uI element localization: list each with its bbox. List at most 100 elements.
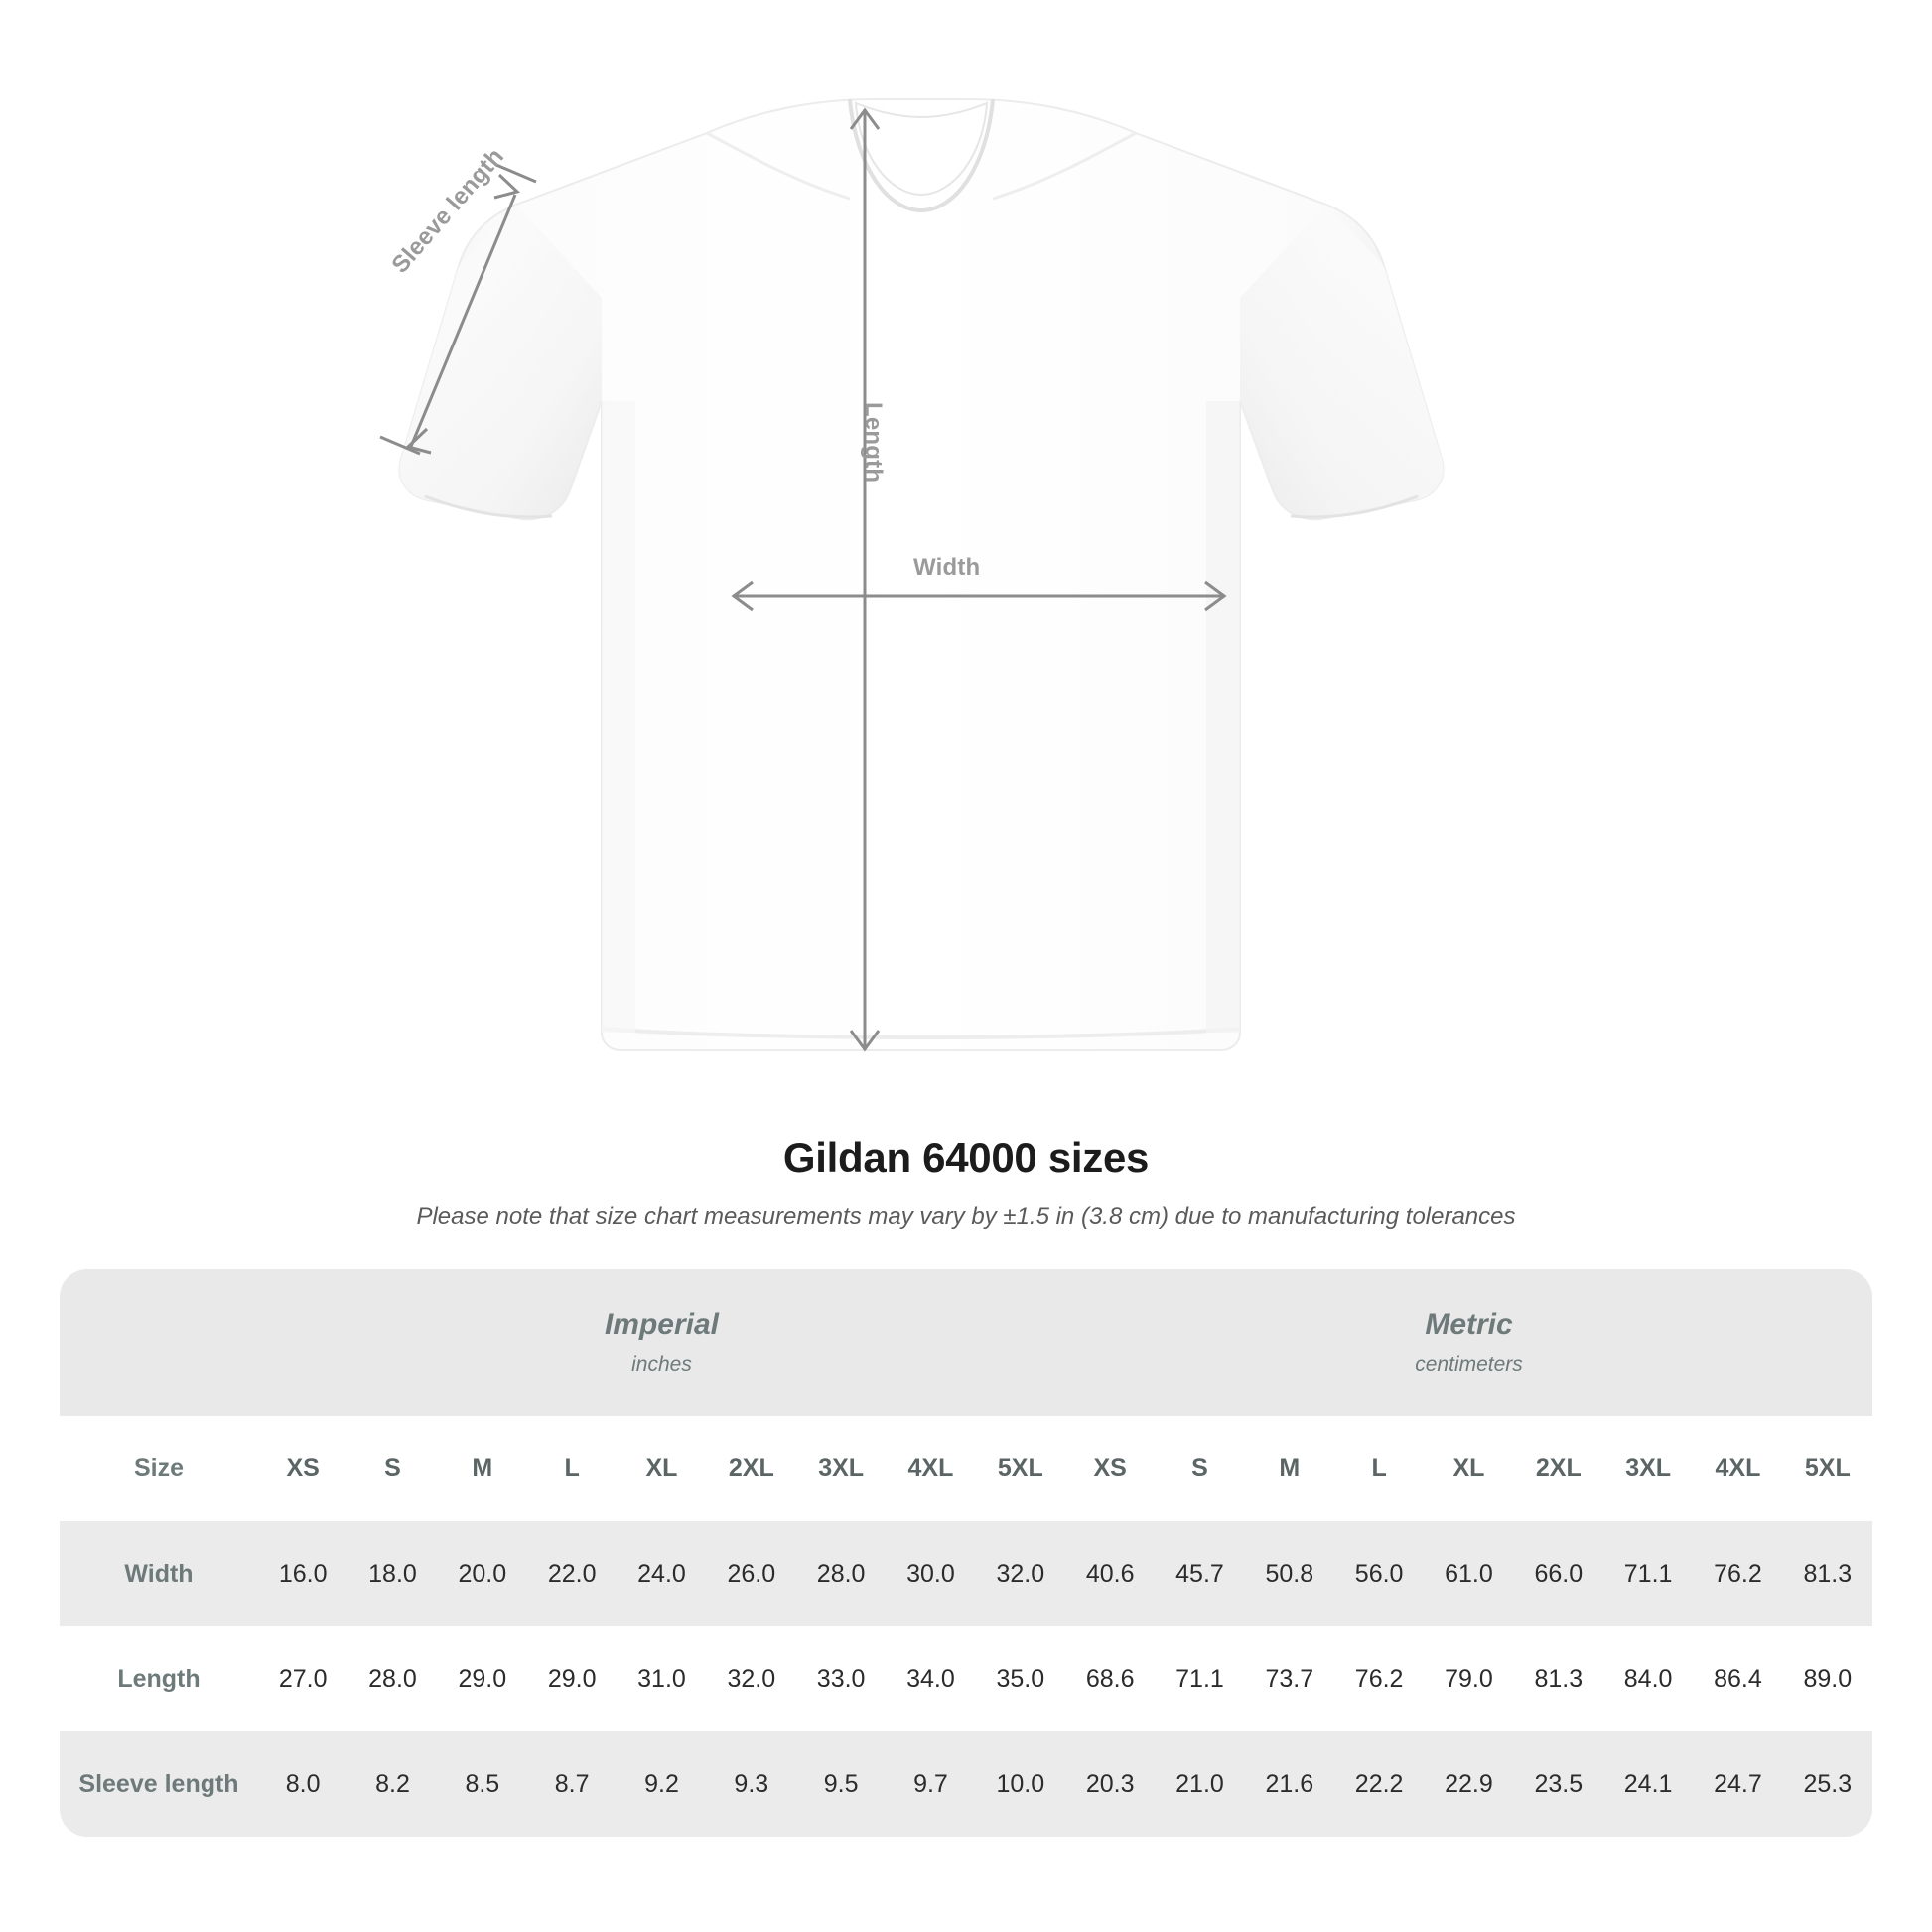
length-label: Length [860,402,887,483]
table-cell: 9.5 [823,1769,859,1798]
column-header-size: XS [286,1453,320,1482]
unit-group-metric: Metric centimeters [1065,1269,1872,1416]
table-cell: 21.6 [1265,1769,1314,1798]
column-header-size: 4XL [1715,1453,1761,1482]
table-cell: 71.1 [1175,1664,1224,1693]
table-cell: 32.0 [727,1664,776,1693]
table-cell: 9.7 [913,1769,948,1798]
table-cell: 24.1 [1623,1769,1673,1798]
table-cell: 8.2 [375,1769,410,1798]
table-cell: 79.0 [1445,1664,1493,1693]
column-header-size: M [472,1453,493,1482]
table-cell: 50.8 [1265,1559,1314,1587]
table-cell: 22.9 [1445,1769,1493,1798]
column-header-size: 4XL [907,1453,954,1482]
table-cell: 21.0 [1175,1769,1224,1798]
table-cell: 26.0 [727,1559,776,1587]
table-cell: 28.0 [816,1559,866,1587]
column-header-size: L [564,1453,580,1482]
width-label: Width [913,554,981,581]
table-cell: 30.0 [906,1559,955,1587]
column-header-size: 3XL [818,1453,865,1482]
table-cell: 22.0 [547,1559,597,1587]
size-chart-table: Imperial inches Metric centimeters Size XS S M L… [60,1269,1872,1837]
size-chart-table-wrapper: Imperial inches Metric centimeters Size XS S M L… [60,1269,1872,1837]
table-cell: 22.2 [1354,1769,1404,1798]
table-cell: 24.7 [1714,1769,1762,1798]
table-cell: 8.0 [285,1769,321,1798]
unit-band-spacer [60,1269,258,1416]
table-cell: 31.0 [637,1664,686,1693]
table-cell: 71.1 [1623,1559,1673,1587]
unit-system-label: Imperial [604,1308,720,1341]
row-header-width: Width [124,1559,194,1587]
unit-name-label: centimeters [1415,1352,1523,1376]
table-cell: 23.5 [1534,1769,1584,1798]
column-header-size: XL [1452,1453,1485,1482]
table-cell: 56.0 [1354,1559,1404,1587]
column-header-size: 5XL [997,1453,1043,1482]
table-cell: 68.6 [1085,1664,1135,1693]
table-cell: 25.3 [1803,1769,1853,1798]
table-cell: 33.0 [816,1664,866,1693]
column-header-size: 3XL [1625,1453,1672,1482]
table-header-row: Size XS S M L XL 2XL 3XL 4XL 5XL XS S M L XL 2XL 3XL 4XL 5… [60,1416,1872,1521]
table-cell: 81.3 [1803,1559,1853,1587]
row-header-length: Length [117,1664,201,1693]
chart-title-block: Gildan 64000 sizes Please note that size… [0,1134,1932,1231]
table-cell: 24.0 [637,1559,686,1587]
table-cell: 86.4 [1714,1664,1762,1693]
table-cell: 32.0 [996,1559,1045,1587]
page-title: Gildan 64000 sizes [782,1134,1150,1180]
width-arrow [731,580,1227,612]
column-header-size: XL [645,1453,678,1482]
tshirt-illustration [379,98,1445,1052]
table-cell: 27.0 [278,1664,328,1693]
table-cell: 73.7 [1265,1664,1314,1693]
column-header-size: 2XL [1535,1453,1582,1482]
table-cell: 20.3 [1085,1769,1135,1798]
table-cell: 45.7 [1175,1559,1224,1587]
tshirt-diagram: Sleeve length Length Width [379,98,1445,1052]
column-header-size: 5XL [1804,1453,1851,1482]
table-cell: 10.0 [996,1769,1045,1798]
table-cell: 29.0 [458,1664,507,1693]
length-arrow [849,107,881,1052]
table-cell: 9.2 [644,1769,679,1798]
table-cell: 8.5 [465,1769,500,1798]
column-header-size: S [1191,1453,1208,1482]
unit-system-label: Metric [1425,1308,1513,1341]
table-cell: 29.0 [547,1664,597,1693]
table-cell: 76.2 [1714,1559,1762,1587]
table-cell: 84.0 [1623,1664,1673,1693]
table-cell: 28.0 [368,1664,417,1693]
table-cell: 81.3 [1534,1664,1584,1693]
table-cell: 9.3 [734,1769,769,1798]
unit-system-row: Imperial inches Metric centimeters [60,1269,1872,1416]
tolerance-note: Please note that size chart measurements… [416,1203,1516,1230]
row-header-sleeve-length: Sleeve length [78,1769,239,1798]
table-cell: 16.0 [278,1559,328,1587]
unit-group-imperial: Imperial inches [258,1269,1065,1416]
row-header-size: Size [133,1453,185,1482]
table-cell: 8.7 [554,1769,590,1798]
table-cell: 66.0 [1534,1559,1584,1587]
table-cell: 76.2 [1354,1664,1404,1693]
unit-name-label: inches [631,1352,692,1376]
tshirt-body [398,98,1445,1051]
table-cell: 61.0 [1445,1559,1493,1587]
sleeve-length-arrow [379,163,537,456]
column-header-size: XS [1093,1453,1127,1482]
column-header-size: 2XL [728,1453,774,1482]
table-row: Sleeve length 8.0 8.2 8.5 8.7 9.2 9.3 9.5 9.7 10.… [60,1731,1872,1837]
table-row: Width 16.0 18.0 20.0 22.0 24.0 26.0 28.0 30.0 32.… [60,1521,1872,1626]
column-header-size: M [1279,1453,1301,1482]
column-header-size: S [384,1453,401,1482]
table-cell: 18.0 [368,1559,417,1587]
table-cell: 34.0 [906,1664,955,1693]
table-cell: 89.0 [1803,1664,1853,1693]
table-row: Length 27.0 28.0 29.0 29.0 31.0 32.0 33.0 34.0 35… [60,1626,1872,1731]
table-cell: 35.0 [996,1664,1045,1693]
table-cell: 40.6 [1085,1559,1135,1587]
table-cell: 20.0 [458,1559,507,1587]
